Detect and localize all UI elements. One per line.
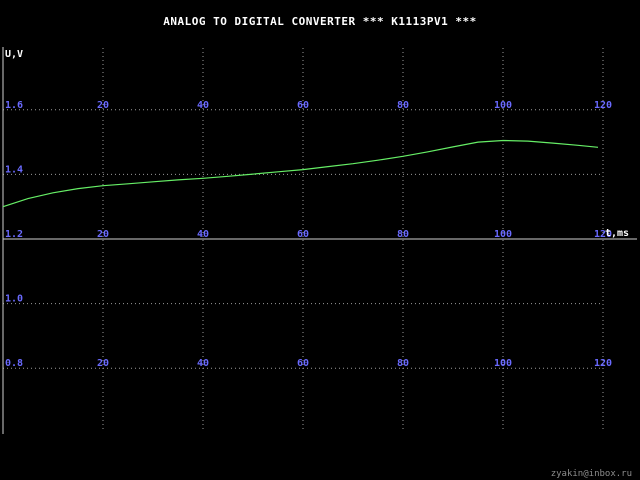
- y-axis-label: U,V: [5, 49, 23, 60]
- y-tick-label: 0.8: [5, 358, 23, 369]
- x-tick-label: 60: [297, 358, 309, 369]
- x-axis-label: t,ms: [605, 228, 629, 239]
- x-tick-label: 80: [397, 100, 409, 111]
- y-tick-label: 1.6: [5, 100, 23, 111]
- voltage-series-line: [2, 139, 599, 208]
- axes: [2, 47, 637, 434]
- chart-title: ANALOG TO DIGITAL CONVERTER *** K1113PV1…: [163, 15, 476, 28]
- x-tick-label: 20: [97, 229, 109, 240]
- x-tick-label: 40: [197, 358, 209, 369]
- x-tick-label: 60: [297, 229, 309, 240]
- x-tick-label: 40: [197, 229, 209, 240]
- x-tick-label: 100: [494, 229, 512, 240]
- x-tick-label: 120: [594, 100, 612, 111]
- tick-labels: 1.6 1.4 1.2 1.0 0.8 20 40 60 80 100 120 20 40 60 80 100…: [5, 100, 612, 369]
- x-tick-label: 120: [594, 229, 612, 240]
- x-tick-label: 20: [97, 100, 109, 111]
- y-tick-label: 1.4: [5, 164, 23, 175]
- y-tick-label: 1.2: [5, 229, 23, 240]
- footer-email: zyakin@inbox.ru: [551, 469, 632, 479]
- x-tick-label: 120: [594, 358, 612, 369]
- x-tick-label: 40: [197, 100, 209, 111]
- x-tick-label: 100: [494, 100, 512, 111]
- x-tick-label: 20: [97, 358, 109, 369]
- x-tick-label: 60: [297, 100, 309, 111]
- x-tick-label: 80: [397, 229, 409, 240]
- grid: [3, 48, 604, 432]
- x-tick-label: 100: [494, 358, 512, 369]
- x-tick-label: 80: [397, 358, 409, 369]
- y-tick-label: 1.0: [5, 294, 23, 305]
